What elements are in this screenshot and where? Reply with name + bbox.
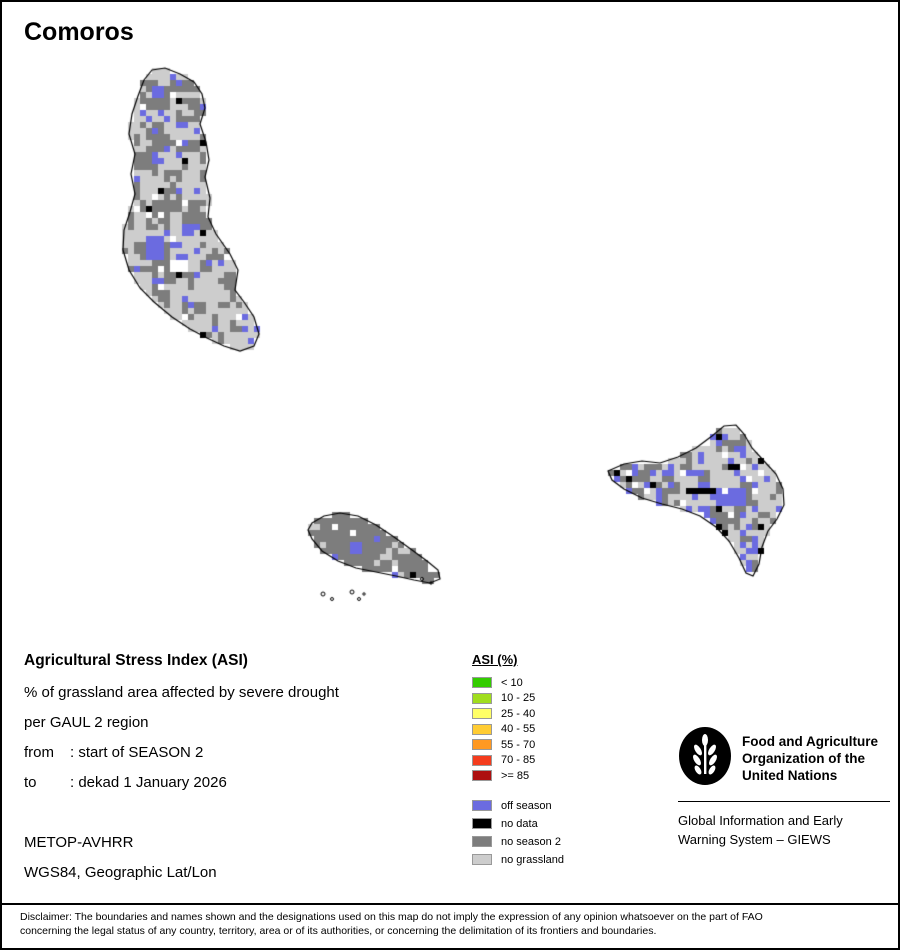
- asi-legend: ASI (%) < 10 10 - 25 25 - 40 40 - 55 55 …: [472, 652, 564, 869]
- disclaimer-line: concerning the legal status of any count…: [20, 924, 657, 937]
- legend-title: ASI (%): [472, 652, 518, 667]
- legend-swatch: [472, 708, 492, 720]
- sensor-line: METOP-AVHRR: [24, 834, 134, 851]
- giews-name: Global Information and Early Warning Sys…: [678, 811, 890, 849]
- fao-org-line: Organization of the: [742, 751, 865, 766]
- fao-org-line: Food and Agriculture: [742, 734, 878, 749]
- legend-item: no grassland: [472, 851, 564, 869]
- to-label: to: [24, 774, 37, 791]
- comoros-islands-map: [2, 2, 898, 632]
- giews-line: Global Information and Early: [678, 813, 843, 828]
- legend-swatch: [472, 800, 492, 811]
- gaul-region-line: per GAUL 2 region: [24, 714, 149, 731]
- date-to-line: to : dekad 1 January 2026: [24, 774, 227, 791]
- legend-item: < 10: [472, 675, 564, 691]
- legend-item: >= 85: [472, 768, 564, 784]
- legend-label: >= 85: [501, 769, 530, 782]
- legend-swatch: [472, 739, 492, 751]
- legend-item: 40 - 55: [472, 722, 564, 738]
- legend-swatch: [472, 677, 492, 689]
- legend-label: no data: [501, 817, 538, 830]
- legend-label: no grassland: [501, 853, 564, 866]
- legend-label: 70 - 85: [501, 754, 536, 767]
- legend-item: no data: [472, 815, 564, 833]
- fao-divider: [678, 801, 890, 802]
- from-label: from: [24, 744, 54, 761]
- legend-swatch: [472, 723, 492, 735]
- date-from-line: from : start of SEASON 2: [24, 744, 203, 761]
- legend-item: no season 2: [472, 833, 564, 851]
- fao-org-name: Food and Agriculture Organization of the…: [742, 726, 878, 786]
- legend-label: 40 - 55: [501, 723, 536, 736]
- giews-line: Warning System – GIEWS: [678, 832, 831, 847]
- projection-line: WGS84, Geographic Lat/Lon: [24, 864, 217, 881]
- legend-label: 55 - 70: [501, 738, 536, 751]
- disclaimer-line: Disclaimer: The boundaries and names sho…: [20, 911, 763, 923]
- legend-item: 70 - 85: [472, 753, 564, 769]
- legend-swatch: [472, 692, 492, 704]
- asi-info-block: Agricultural Stress Index (ASI) % of gra…: [24, 652, 464, 892]
- disclaimer: Disclaimer: The boundaries and names sho…: [2, 903, 898, 948]
- legend-label: 10 - 25: [501, 692, 536, 705]
- legend-swatch: [472, 818, 492, 829]
- legend-item: 25 - 40: [472, 706, 564, 722]
- asi-subtitle: % of grassland area affected by severe d…: [24, 684, 339, 701]
- fao-footer-block: Food and Agriculture Organization of the…: [678, 726, 890, 849]
- fao-org-line: United Nations: [742, 768, 838, 783]
- fao-header: Food and Agriculture Organization of the…: [678, 726, 890, 786]
- legend-label: 25 - 40: [501, 707, 536, 720]
- from-value: : start of SEASON 2: [70, 744, 204, 761]
- legend-label: < 10: [501, 676, 523, 689]
- asi-heading: Agricultural Stress Index (ASI): [24, 652, 248, 669]
- legend-swatch: [472, 770, 492, 782]
- legend-item: 10 - 25: [472, 691, 564, 707]
- legend-swatch: [472, 754, 492, 766]
- legend-label: no season 2: [501, 835, 561, 848]
- to-value: : dekad 1 January 2026: [70, 774, 227, 791]
- page-title: Comoros: [24, 18, 134, 46]
- legend-item: off season: [472, 797, 564, 815]
- legend-swatch: [472, 854, 492, 865]
- fao-logo-icon: [679, 727, 731, 785]
- legend-label: off season: [501, 799, 552, 812]
- legend-item: 55 - 70: [472, 737, 564, 753]
- legend-swatch: [472, 836, 492, 847]
